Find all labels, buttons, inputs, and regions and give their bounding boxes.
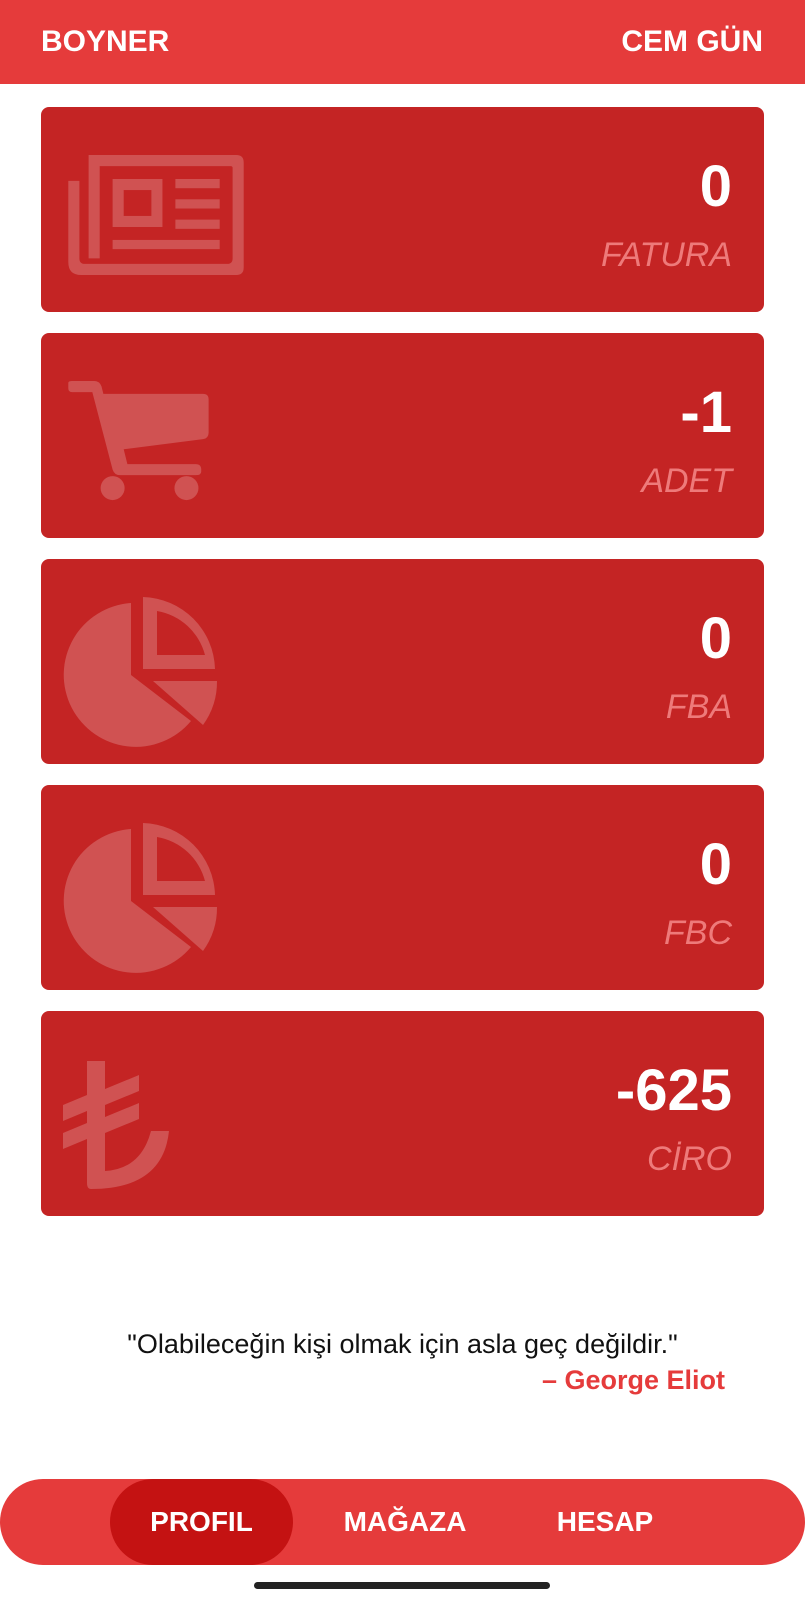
stat-label: FBC: [664, 914, 732, 952]
user-name[interactable]: CEM GÜN: [621, 25, 763, 58]
stat-label: FATURA: [601, 236, 732, 274]
stat-card-fbc[interactable]: 0 FBC: [41, 785, 764, 990]
stat-cards: 0 FATURA -1 ADET: [41, 107, 764, 1237]
stat-value: 0: [699, 832, 732, 897]
brand-title: BOYNER: [41, 25, 170, 58]
quote-text: "Olabileceğin kişi olmak için asla geç d…: [127, 1329, 678, 1359]
nav-tab-profil[interactable]: PROFIL: [110, 1479, 293, 1565]
home-indicator[interactable]: [254, 1582, 550, 1589]
stat-card-ciro[interactable]: -625 CİRO: [41, 1011, 764, 1216]
nav-tab-hesap[interactable]: HESAP: [556, 1506, 654, 1537]
stat-label: ADET: [641, 462, 732, 500]
stat-card-fatura[interactable]: 0 FATURA: [41, 107, 764, 312]
cart-icon: [61, 381, 251, 501]
lira-icon: [61, 1059, 181, 1194]
pie-chart-icon: [61, 597, 221, 752]
stat-value: 0: [699, 154, 732, 219]
stat-card-adet[interactable]: -1 ADET: [41, 333, 764, 538]
newspaper-icon: [61, 155, 251, 275]
nav-tab-magaza[interactable]: MAĞAZA: [343, 1506, 467, 1537]
quote-author: – George Eliot: [541, 1365, 725, 1395]
stat-value: -625: [615, 1058, 732, 1123]
stat-value: 0: [699, 606, 732, 671]
stat-value: -1: [680, 380, 732, 445]
stat-label: FBA: [665, 688, 732, 726]
bottom-navigation: PROFIL MAĞAZA HESAP: [0, 1479, 805, 1565]
motivational-quote: "Olabileceğin kişi olmak için asla geç d…: [0, 1326, 805, 1398]
app-header: BOYNER CEM GÜN: [0, 0, 805, 84]
pie-chart-icon: [61, 823, 221, 978]
stat-card-fba[interactable]: 0 FBA: [41, 559, 764, 764]
stat-label: CİRO: [647, 1140, 732, 1178]
